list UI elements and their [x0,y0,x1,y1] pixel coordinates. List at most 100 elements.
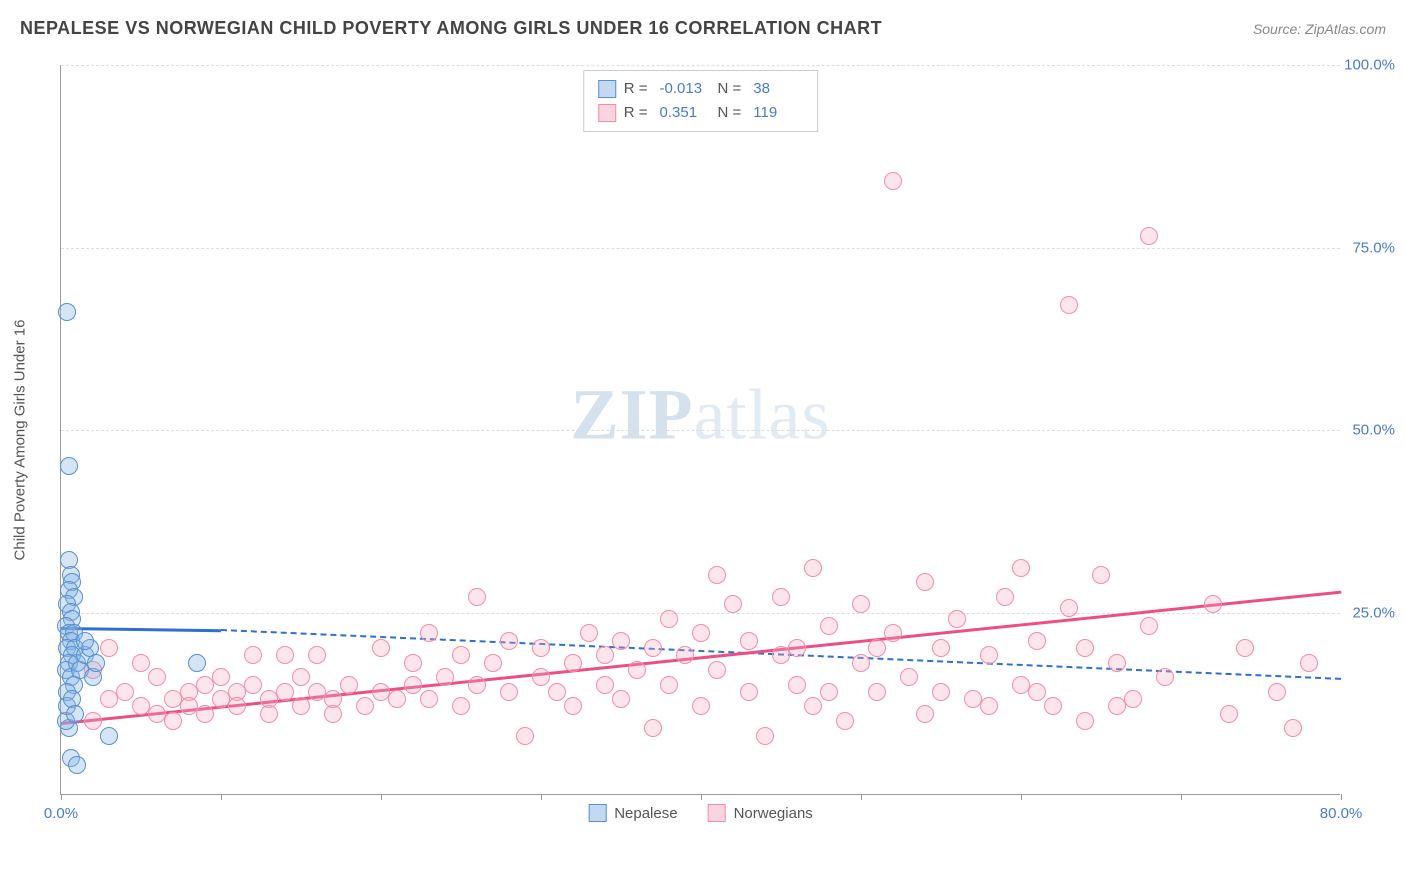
point-norwegians [356,697,374,715]
point-norwegians [452,646,470,664]
x-legend-norwegians: Norwegians [708,804,813,822]
point-norwegians [1060,599,1078,617]
point-norwegians [1268,683,1286,701]
x-tick-label: 80.0% [1320,805,1363,822]
point-norwegians [932,639,950,657]
point-norwegians [1108,654,1126,672]
point-norwegians [900,668,918,686]
point-norwegians [132,654,150,672]
chart-title: NEPALESE VS NORWEGIAN CHILD POVERTY AMON… [20,18,882,39]
point-norwegians [612,632,630,650]
x-tick-mark [1341,794,1342,800]
point-norwegians [228,697,246,715]
point-nepalese [87,654,105,672]
point-norwegians [276,646,294,664]
point-norwegians [324,705,342,723]
point-norwegians [740,632,758,650]
point-norwegians [404,654,422,672]
point-norwegians [548,683,566,701]
point-norwegians [260,705,278,723]
point-norwegians [276,683,294,701]
point-norwegians [644,639,662,657]
x-tick-mark [861,794,862,800]
point-norwegians [100,639,118,657]
point-norwegians [708,566,726,584]
point-norwegians [628,661,646,679]
point-norwegians [468,588,486,606]
point-norwegians [660,610,678,628]
point-norwegians [644,719,662,737]
point-norwegians [1076,712,1094,730]
x-tick-mark [1021,794,1022,800]
point-norwegians [292,668,310,686]
point-norwegians [596,646,614,664]
point-norwegians [1300,654,1318,672]
point-norwegians [212,668,230,686]
point-norwegians [980,697,998,715]
swatch-blue-icon [588,804,606,822]
point-norwegians [580,624,598,642]
point-nepalese [66,705,84,723]
point-norwegians [372,639,390,657]
x-tick-mark [541,794,542,800]
point-norwegians [1012,559,1030,577]
point-norwegians [148,668,166,686]
point-norwegians [1140,227,1158,245]
point-nepalese [68,756,86,774]
source-attribution: Source: ZipAtlas.com [1253,21,1386,37]
point-norwegians [340,676,358,694]
point-norwegians [868,639,886,657]
point-norwegians [1204,595,1222,613]
point-norwegians [404,676,422,694]
x-tick-mark [61,794,62,800]
point-nepalese [60,457,78,475]
y-tick-label: 25.0% [1352,604,1395,621]
y-tick-label: 50.0% [1352,422,1395,439]
point-norwegians [916,705,934,723]
point-norwegians [1092,566,1110,584]
point-norwegians [1124,690,1142,708]
y-tick-label: 75.0% [1352,239,1395,256]
point-norwegians [884,624,902,642]
point-norwegians [516,727,534,745]
point-norwegians [436,668,454,686]
point-norwegians [116,683,134,701]
correlation-legend: R =-0.013 N =38 R =0.351 N =119 [583,70,819,132]
y-axis-label: Child Poverty Among Girls Under 16 [12,320,29,561]
point-norwegians [1156,668,1174,686]
point-norwegians [820,683,838,701]
point-norwegians [244,646,262,664]
point-norwegians [388,690,406,708]
point-norwegians [420,624,438,642]
point-norwegians [660,676,678,694]
point-norwegians [532,668,550,686]
point-norwegians [292,697,310,715]
point-norwegians [484,654,502,672]
point-nepalese [188,654,206,672]
point-norwegians [1284,719,1302,737]
watermark: ZIPatlas [571,373,831,456]
point-norwegians [1220,705,1238,723]
point-norwegians [692,624,710,642]
point-norwegians [84,712,102,730]
point-norwegians [164,712,182,730]
point-norwegians [932,683,950,701]
point-norwegians [308,646,326,664]
point-norwegians [772,588,790,606]
point-norwegians [756,727,774,745]
point-norwegians [868,683,886,701]
point-norwegians [1108,697,1126,715]
point-norwegians [804,697,822,715]
plot-area: ZIPatlas R =-0.013 N =38 R =0.351 N =119… [60,65,1340,795]
x-tick-mark [701,794,702,800]
legend-row-nepalese: R =-0.013 N =38 [598,77,804,101]
point-norwegians [468,676,486,694]
point-norwegians [1060,296,1078,314]
point-norwegians [676,646,694,664]
point-norwegians [596,676,614,694]
swatch-pink-icon [598,104,616,122]
point-norwegians [916,573,934,591]
x-tick-mark [1181,794,1182,800]
point-norwegians [996,588,1014,606]
point-norwegians [740,683,758,701]
